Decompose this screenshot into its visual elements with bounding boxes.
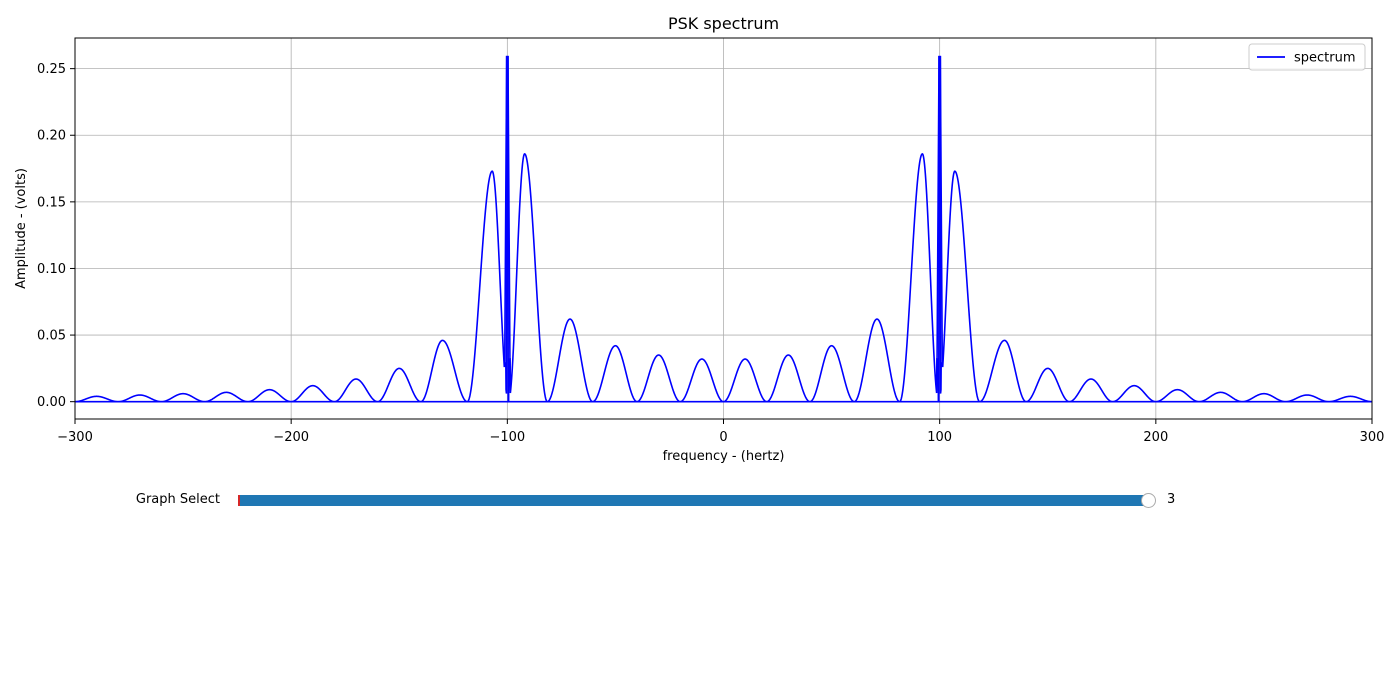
chart-title: PSK spectrum xyxy=(668,14,779,33)
spectrum-chart: −300 −200 −100 0 100 200 300 0.00 0.05 0.10 0.15 0.… xyxy=(14,14,1385,464)
x-tick-label: 0 xyxy=(719,430,727,445)
y-tick-label: 0.15 xyxy=(37,195,66,210)
y-tick-label: 0.05 xyxy=(37,329,66,344)
x-tick-label: −200 xyxy=(273,430,309,445)
y-tick-label: 0.10 xyxy=(37,262,66,277)
slider-label: Graph Select xyxy=(135,492,220,507)
carrier-spike xyxy=(936,55,944,364)
x-tick-label: −300 xyxy=(57,430,93,445)
y-tick-label: 0.25 xyxy=(37,62,66,77)
slider-start-marker xyxy=(238,495,240,506)
slider-track[interactable] xyxy=(238,495,1148,506)
x-tick-label: −100 xyxy=(489,430,525,445)
x-tick-label: 300 xyxy=(1360,430,1385,445)
legend-box xyxy=(1248,43,1366,71)
x-axis-title: frequency - (hertz) xyxy=(663,449,785,464)
legend-label: spectrum xyxy=(1294,51,1356,66)
y-axis-title: Amplitude - (volts) xyxy=(14,168,29,289)
carrier-spike xyxy=(503,55,511,364)
x-tick-label: 100 xyxy=(927,430,952,445)
y-tick-label: 0.20 xyxy=(37,129,66,144)
graph-select-slider[interactable]: Graph Select 3 xyxy=(0,480,1400,520)
slider-handle[interactable] xyxy=(1141,493,1156,508)
x-tick-label: 200 xyxy=(1143,430,1168,445)
slider-value: 3 xyxy=(1167,492,1176,507)
y-tick-label: 0.00 xyxy=(37,395,66,410)
